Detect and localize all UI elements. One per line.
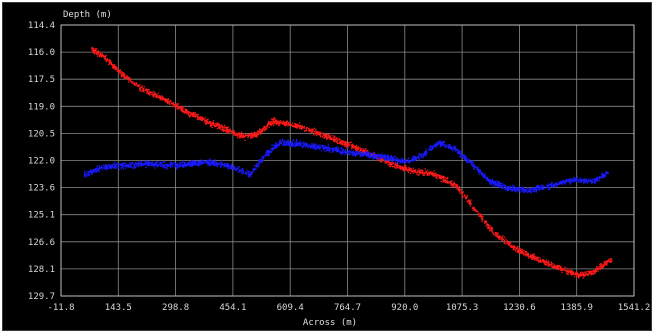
y-tick-label: 129.7 (28, 292, 55, 302)
series-2-points (83, 138, 609, 194)
series-1-points (91, 46, 613, 279)
x-tick-label: 143.5 (105, 303, 132, 313)
data-points (83, 46, 613, 279)
y-tick-label: 126.6 (28, 238, 55, 248)
y-axis-ticks: 114.4 116.0 117.5 119.0 120.5 122.0 123.6 125.1… (28, 21, 55, 302)
y-tick-label: 119.0 (28, 102, 55, 112)
x-tick-label: 609.4 (277, 303, 304, 313)
x-axis-label: Across (m) (303, 318, 357, 328)
y-tick-label: 128.1 (28, 265, 55, 275)
y-tick-label: 114.4 (28, 21, 55, 31)
y-tick-label: 116.0 (28, 48, 55, 58)
x-tick-label: 764.7 (334, 303, 361, 313)
y-tick-label: 120.5 (28, 129, 55, 139)
y-tick-label: 117.5 (28, 75, 55, 85)
y-tick-label: 125.1 (28, 211, 55, 221)
x-tick-label: 454.1 (219, 303, 246, 313)
x-tick-label: 1541.2 (618, 303, 651, 313)
x-tick-label: 1230.6 (503, 303, 536, 313)
x-tick-label: 1385.9 (560, 303, 593, 313)
y-tick-label: 123.6 (28, 184, 55, 194)
x-tick-label: 920.0 (391, 303, 418, 313)
x-tick-label: 298.8 (162, 303, 189, 313)
x-tick-label: -11.8 (47, 303, 74, 313)
x-tick-label: 1075.3 (446, 303, 479, 313)
x-axis-ticks: -11.8 143.5 298.8 454.1 609.4 764.7 920.0 1075.… (47, 303, 650, 313)
depth-profile-chart: -11.8 143.5 298.8 454.1 609.4 764.7 920.0 1075.… (3, 3, 651, 330)
y-tick-label: 122.0 (28, 157, 55, 167)
y-axis-label: Depth (m) (63, 10, 112, 20)
plot-area-border (60, 24, 635, 297)
